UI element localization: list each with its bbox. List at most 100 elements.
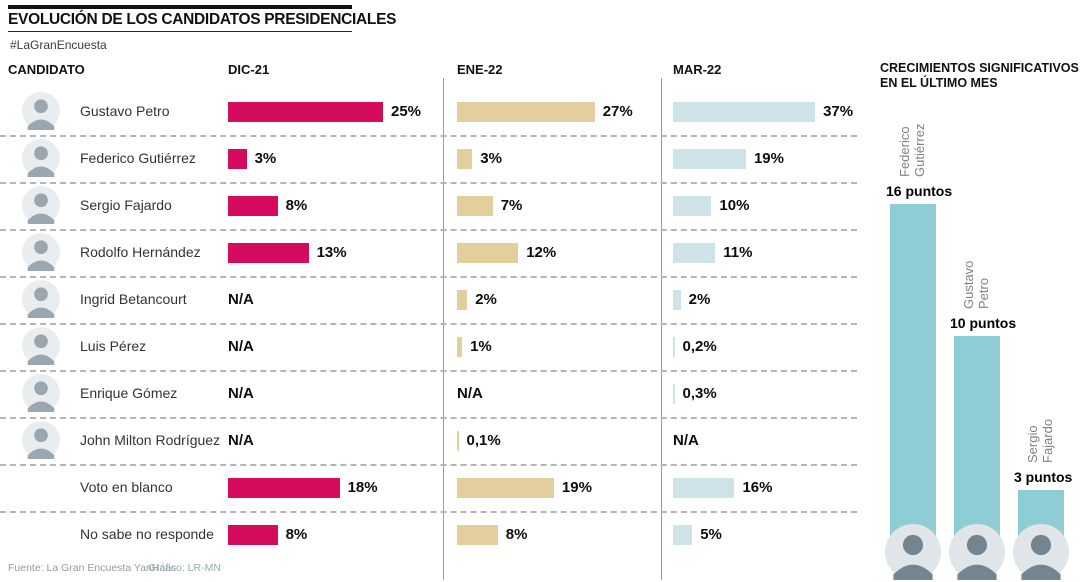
poll-cell-mar: 37% [673, 88, 853, 135]
growth-panel-title: CRECIMIENTOS SIGNIFICATIVOS EN EL ÚLTIMO… [880, 61, 1079, 91]
growth-points-label: 3 puntos [1014, 469, 1073, 485]
poll-cell-ene: 7% [457, 182, 522, 229]
hashtag-label: #LaGranEncuesta [10, 38, 107, 52]
candidate-avatar [1013, 524, 1069, 580]
poll-value-label: 13% [316, 244, 347, 261]
candidate-avatar [949, 524, 1005, 580]
poll-cell-ene: 2% [457, 276, 497, 323]
poll-value-label: 1% [470, 338, 492, 355]
poll-cell-mar: 0,3% [673, 370, 717, 417]
column-header-dic-21: DIC-21 [228, 62, 270, 77]
poll-cell-ene: 19% [457, 464, 592, 511]
no-data-label: N/A [228, 338, 254, 355]
poll-cell-mar: 19% [673, 135, 784, 182]
poll-bar-mar [673, 289, 681, 310]
candidate-avatar [22, 92, 60, 130]
poll-value-label: 5% [700, 526, 722, 543]
poll-cell-mar: N/A [673, 417, 699, 464]
candidate-name: Ingrid Betancourt [80, 291, 187, 307]
growth-points-label: 10 puntos [950, 315, 1017, 331]
poll-cell-dic: 8% [228, 511, 307, 558]
poll-value-label: 37% [823, 103, 854, 120]
growth-bar [954, 336, 1000, 556]
candidate-name: Enrique Gómez [80, 385, 178, 401]
poll-value-label: 11% [723, 244, 753, 261]
candidate-avatar [885, 524, 941, 580]
candidate-avatar [22, 421, 60, 459]
poll-bar-ene [457, 477, 554, 498]
candidate-name: Sergio Fajardo [80, 197, 172, 213]
candidate-photo [22, 374, 60, 412]
poll-cell-ene: 1% [457, 323, 492, 370]
no-data-label: N/A [228, 291, 254, 308]
column-header-mar-22: MAR-22 [673, 62, 722, 77]
growth-candidate-name: Gustavo Petro [961, 260, 991, 309]
poll-cell-mar: 16% [673, 464, 772, 511]
candidate-avatar [22, 280, 60, 318]
candidate-row: Federico Gutiérrez 3% 3% 19% [0, 135, 857, 184]
poll-cell-ene: 0,1% [457, 417, 501, 464]
candidate-row: Gustavo Petro 25% 27% 37% [0, 88, 857, 137]
poll-bar-ene [457, 289, 468, 310]
growth-candidate-name: Sergio Fajardo [1025, 418, 1055, 463]
poll-bar-ene [457, 148, 473, 169]
no-data-label: N/A [457, 385, 483, 402]
poll-cell-dic: 18% [228, 464, 378, 511]
poll-value-label: 12% [526, 244, 557, 261]
poll-value-label: 3% [480, 150, 502, 167]
poll-cell-mar: 0,2% [673, 323, 717, 370]
candidate-avatar [22, 139, 60, 177]
no-data-label: N/A [228, 432, 254, 449]
poll-cell-dic: 25% [228, 88, 421, 135]
candidate-name: Federico Gutiérrez [80, 150, 196, 166]
poll-bar-mar [673, 242, 716, 263]
column-separator-line [443, 78, 444, 580]
poll-cell-mar: 10% [673, 182, 749, 229]
candidate-row: Ingrid Betancourt N/A 2% 2% [0, 276, 857, 325]
poll-bar-mar [673, 148, 746, 169]
poll-value-label: 0,2% [682, 338, 717, 355]
column-header-candidato: CANDIDATO [8, 62, 85, 77]
poll-cell-dic: N/A [228, 417, 254, 464]
poll-cell-mar: 11% [673, 229, 752, 276]
candidate-avatar [22, 374, 60, 412]
candidate-row: Sergio Fajardo 8% 7% 10% [0, 182, 857, 231]
growth-panel-title-line2: EN EL ÚLTIMO MES [880, 76, 998, 90]
poll-bar-ene [457, 195, 493, 216]
growth-points-label: 16 puntos [886, 183, 953, 199]
candidate-avatar [22, 186, 60, 224]
title-underline [8, 31, 352, 32]
poll-cell-ene: 8% [457, 511, 527, 558]
poll-value-label: 2% [688, 291, 711, 308]
poll-value-label: 19% [753, 150, 784, 167]
candidate-photo [22, 233, 60, 271]
poll-cell-dic: 8% [228, 182, 307, 229]
candidate-name: John Milton Rodríguez [80, 432, 221, 448]
poll-bar-dic [228, 242, 309, 263]
column-header-ene-22: ENE-22 [457, 62, 503, 77]
poll-bar-ene [457, 101, 595, 122]
poll-cell-ene: 27% [457, 88, 633, 135]
poll-cell-ene: 3% [457, 135, 502, 182]
poll-bar-dic [228, 148, 247, 169]
poll-cell-mar: 5% [673, 511, 722, 558]
poll-value-label: 7% [500, 197, 523, 214]
growth-candidate-photo [1013, 524, 1069, 580]
poll-cell-ene: 12% [457, 229, 556, 276]
poll-cell-ene: N/A [457, 370, 483, 417]
growth-candidate-photo [885, 524, 941, 580]
poll-cell-dic: N/A [228, 323, 254, 370]
candidate-row: Voto en blanco 18% 19% 16% [0, 464, 857, 513]
candidate-name: Gustavo Petro [80, 103, 170, 119]
growth-candidate-photo [949, 524, 1005, 580]
candidate-photo [22, 186, 60, 224]
candidate-row: No sabe no responde 8% 8% 5% [0, 511, 857, 558]
poll-value-label: 2% [475, 291, 497, 308]
poll-value-label: 27% [602, 103, 633, 120]
poll-bar-mar [673, 101, 816, 122]
no-data-label: N/A [228, 385, 254, 402]
poll-value-label: 19% [561, 479, 592, 496]
candidate-avatar [22, 327, 60, 365]
poll-bar-mar [673, 336, 675, 357]
candidate-row: Rodolfo Hernández 13% 12% 11% [0, 229, 857, 278]
